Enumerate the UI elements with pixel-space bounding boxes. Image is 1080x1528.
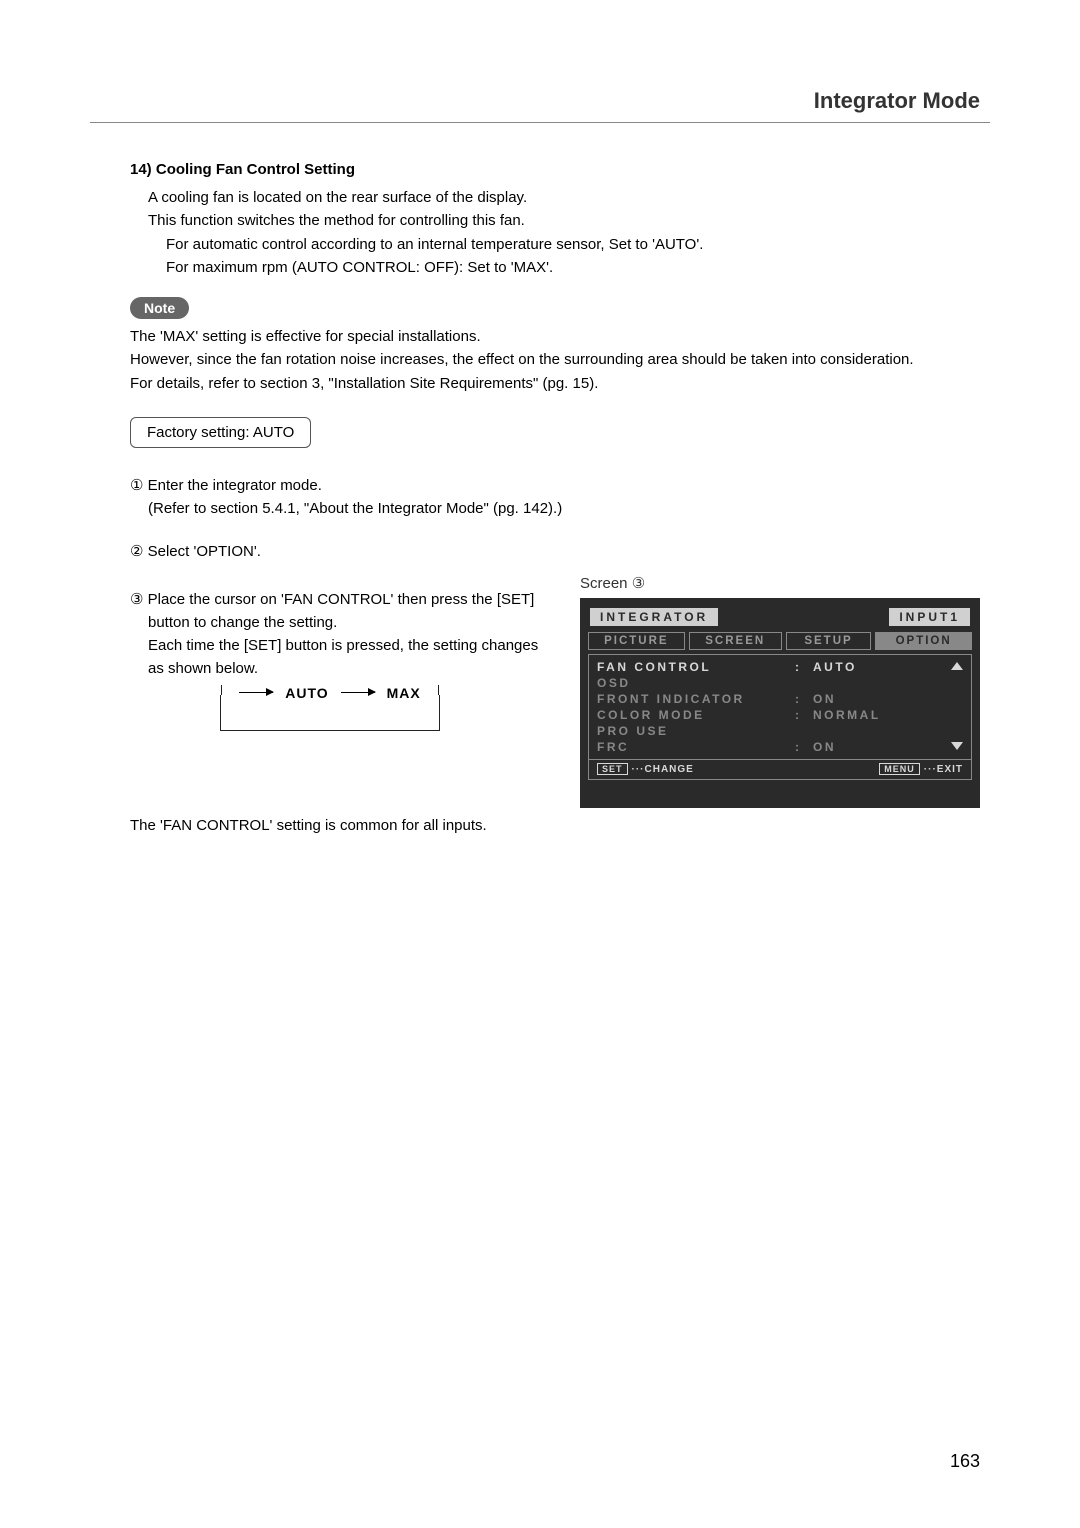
note-badge: Note xyxy=(130,297,189,319)
osd-tab-option[interactable]: OPTION xyxy=(875,632,972,650)
page-number: 163 xyxy=(950,1451,980,1472)
triangle-up-icon[interactable] xyxy=(951,662,963,670)
common-note: The 'FAN CONTROL' setting is common for … xyxy=(130,817,550,834)
osd-row-colon xyxy=(795,724,813,738)
osd-tab-picture[interactable]: PICTURE xyxy=(588,632,685,650)
note-line-3: For details, refer to section 3, "Instal… xyxy=(130,372,990,395)
osd-set-button-label: SET xyxy=(597,763,628,775)
osd-row-colon: : xyxy=(795,740,813,754)
step-3d: as shown below. xyxy=(148,657,550,680)
body-p4: For maximum rpm (AUTO CONTROL: OFF): Set… xyxy=(166,256,990,279)
arrow-icon xyxy=(239,692,273,693)
factory-setting-box: Factory setting: AUTO xyxy=(130,417,311,448)
osd-screen: INTEGRATOR INPUT1 PICTURESCREENSETUPOPTI… xyxy=(580,598,980,808)
triangle-down-icon[interactable] xyxy=(951,742,963,750)
left-column: ③ Place the cursor on 'FAN CONTROL' then… xyxy=(90,574,550,834)
toggle-opt-auto: AUTO xyxy=(285,685,328,701)
toggle-diagram: AUTO MAX xyxy=(220,695,440,731)
osd-row-value: ON xyxy=(813,692,963,706)
osd-row[interactable]: FRONT INDICATOR:ON xyxy=(597,691,963,707)
osd-row-label: FRC xyxy=(597,740,795,754)
step-3c: Each time the [SET] button is pressed, t… xyxy=(148,634,550,657)
note-line-1: The 'MAX' setting is effective for speci… xyxy=(130,325,990,348)
screen-label: Screen ③ xyxy=(580,574,990,592)
osd-row-label: PRO USE xyxy=(597,724,795,738)
section-number: 14) xyxy=(130,161,152,178)
step-3a: ③ Place the cursor on 'FAN CONTROL' then… xyxy=(130,588,550,611)
osd-row[interactable]: COLOR MODE:NORMAL xyxy=(597,707,963,723)
osd-row[interactable]: FAN CONTROL:AUTO xyxy=(597,659,963,675)
osd-title-right: INPUT1 xyxy=(889,608,970,626)
osd-title-left: INTEGRATOR xyxy=(590,608,718,626)
osd-row-label: COLOR MODE xyxy=(597,708,795,722)
osd-row-label: FAN CONTROL xyxy=(597,660,795,674)
osd-row-colon xyxy=(795,676,813,690)
osd-row[interactable]: OSD xyxy=(597,675,963,691)
osd-row[interactable]: PRO USE xyxy=(597,723,963,739)
osd-row-colon: : xyxy=(795,660,813,674)
osd-menu-button-label: MENU xyxy=(879,763,920,775)
osd-row-value xyxy=(813,676,963,690)
body-p2: This function switches the method for co… xyxy=(148,209,990,232)
osd-footer-left-text: ···CHANGE xyxy=(632,764,694,775)
osd-row-value: NORMAL xyxy=(813,708,963,722)
section-heading-text: Cooling Fan Control Setting xyxy=(156,161,355,178)
page-header-title: Integrator Mode xyxy=(90,88,990,123)
arrow-icon xyxy=(341,692,375,693)
osd-footer-left: SET ···CHANGE xyxy=(597,764,694,775)
osd-tab-setup[interactable]: SETUP xyxy=(786,632,872,650)
step-3b: button to change the setting. xyxy=(148,611,550,634)
right-column: Screen ③ INTEGRATOR INPUT1 PICTURESCREEN… xyxy=(580,574,990,808)
step-1-ref: (Refer to section 5.4.1, "About the Inte… xyxy=(148,497,990,520)
osd-row-label: FRONT INDICATOR xyxy=(597,692,795,706)
osd-tabs: PICTURESCREENSETUPOPTION xyxy=(588,632,972,650)
toggle-opt-max: MAX xyxy=(387,685,421,701)
osd-row-value: AUTO xyxy=(813,660,951,674)
step-2: ② Select 'OPTION'. xyxy=(130,540,990,563)
osd-footer-right-text: ···EXIT xyxy=(924,764,963,775)
osd-footer-right: MENU ···EXIT xyxy=(879,764,963,775)
body-p3: For automatic control according to an in… xyxy=(166,233,990,256)
note-line-2: However, since the fan rotation noise in… xyxy=(130,348,990,371)
osd-header: INTEGRATOR INPUT1 xyxy=(588,608,972,626)
step-1: ① Enter the integrator mode. xyxy=(130,474,990,497)
osd-row-colon: : xyxy=(795,692,813,706)
osd-row-label: OSD xyxy=(597,676,795,690)
osd-row-colon: : xyxy=(795,708,813,722)
osd-row[interactable]: FRC:ON xyxy=(597,739,963,755)
osd-row-value: ON xyxy=(813,740,951,754)
section-heading: 14) Cooling Fan Control Setting xyxy=(130,161,990,178)
body-p1: A cooling fan is located on the rear sur… xyxy=(148,186,990,209)
osd-footer: SET ···CHANGE MENU ···EXIT xyxy=(588,760,972,780)
osd-tab-screen[interactable]: SCREEN xyxy=(689,632,782,650)
osd-row-value xyxy=(813,724,963,738)
osd-body: FAN CONTROL:AUTOOSDFRONT INDICATOR:ONCOL… xyxy=(588,654,972,760)
